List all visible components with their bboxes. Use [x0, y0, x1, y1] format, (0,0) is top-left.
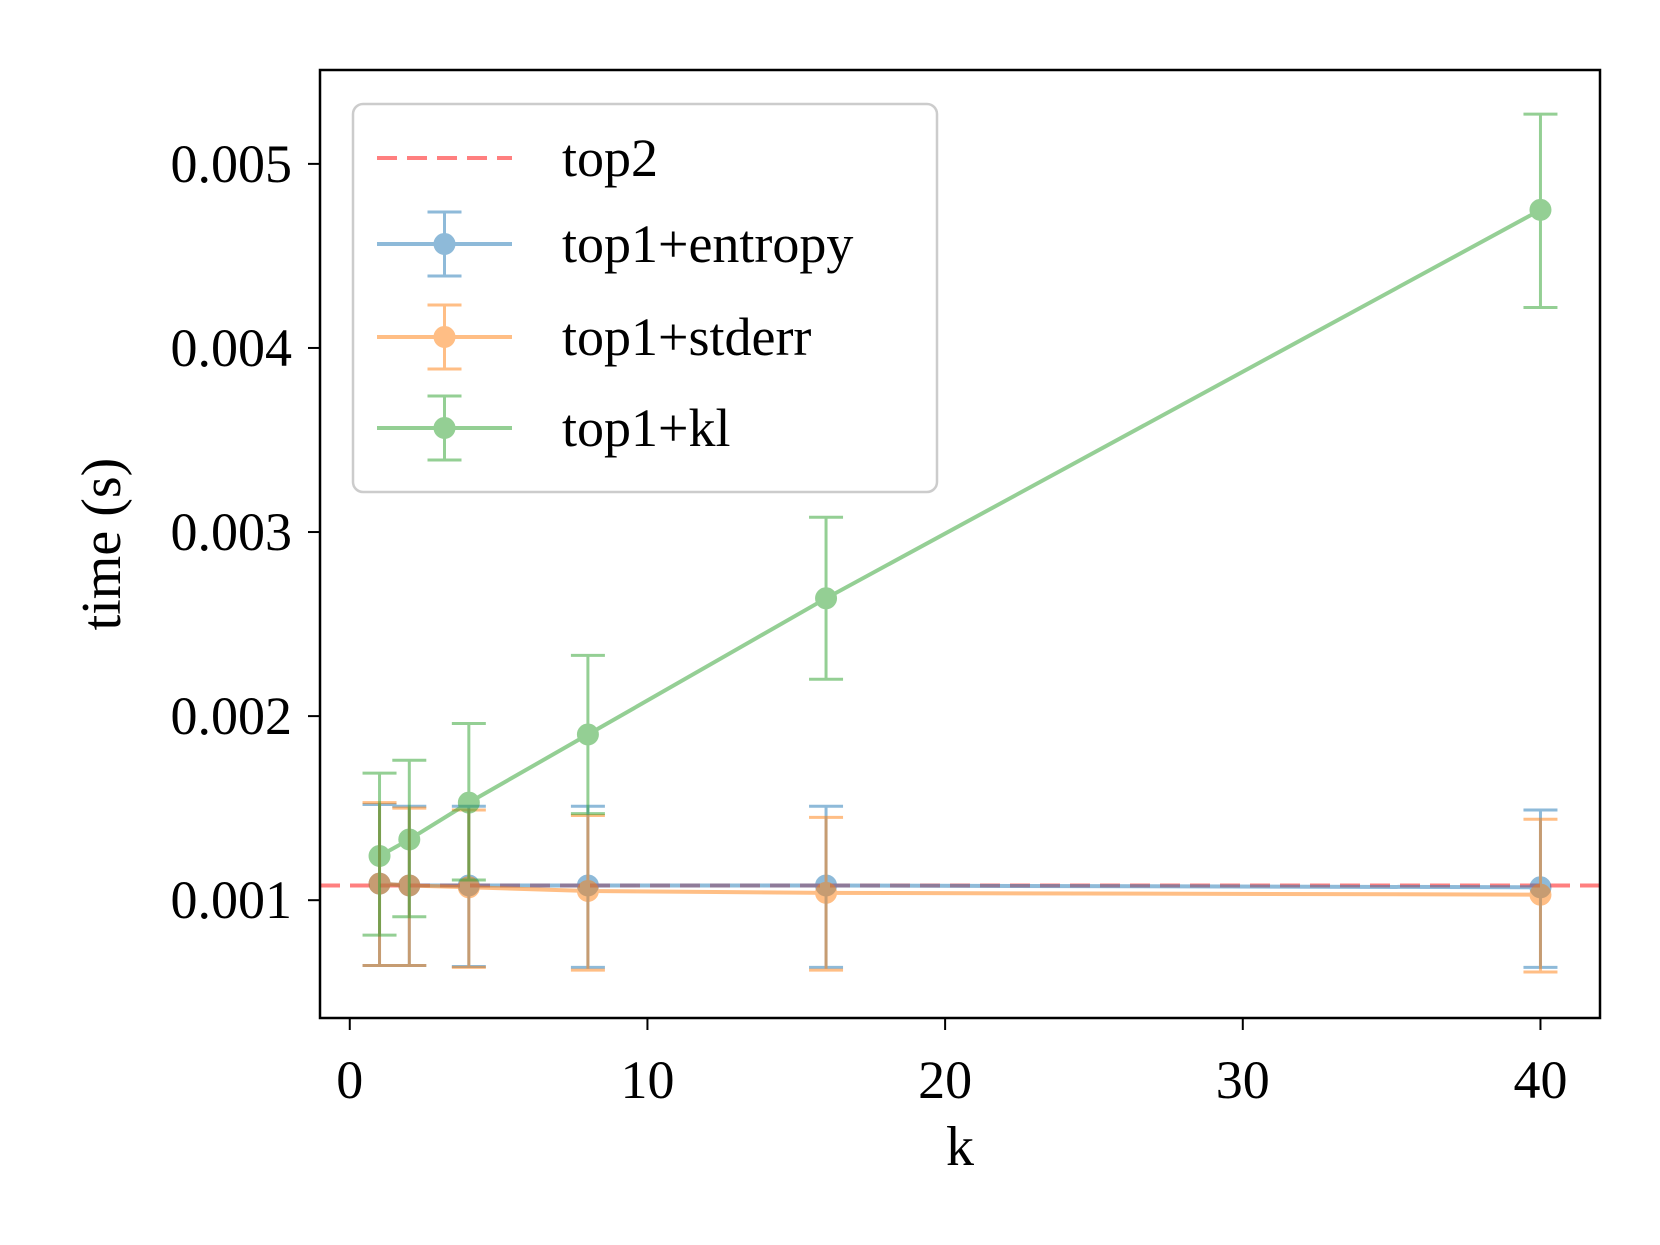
legend-handle-top1-stderr-marker	[433, 326, 456, 348]
x-tick-label: 40	[1513, 1050, 1567, 1110]
plot-frame	[318, 68, 1602, 1020]
series-top1-kl	[362, 112, 1558, 937]
series-top1-kl-point	[457, 791, 480, 814]
legend-label-top1-kl: top1+kl	[562, 398, 730, 458]
series-top1-stderr-point	[576, 879, 599, 902]
y-axis-label: time (s)	[71, 458, 133, 631]
x-axis-label: k	[946, 1116, 974, 1178]
series-top1-kl-point	[368, 845, 391, 868]
legend-handle-top1-kl	[377, 394, 512, 462]
legend-label-top2: top2	[562, 128, 658, 188]
x-tick-label: 0	[336, 1050, 363, 1110]
y-tick-label: 0.004	[171, 318, 293, 378]
y-tick-label: 0.001	[171, 870, 293, 930]
y-tick-label: 0.003	[171, 502, 293, 562]
legend-label-top1-stderr: top1+stderr	[562, 307, 811, 367]
series-top1-kl-point	[398, 828, 421, 851]
x-tick-label: 10	[620, 1050, 674, 1110]
legend-box	[351, 102, 939, 494]
legend-handle-top1-entropy-marker	[433, 233, 456, 255]
x-tick-label: 20	[918, 1050, 972, 1110]
x-tick-label: 30	[1216, 1050, 1270, 1110]
series-top1-stderr-point	[1529, 883, 1552, 906]
legend-handle-top1-kl-marker	[433, 417, 456, 439]
series-top1-kl-point	[1529, 198, 1552, 221]
y-tick-label: 0.005	[171, 134, 293, 194]
y-tick-label: 0.002	[171, 686, 293, 746]
legend-handle-top1-entropy	[377, 210, 512, 278]
legend-handle-top1-stderr	[377, 303, 512, 371]
series-top1-stderr-point	[815, 881, 838, 904]
series-top1-kl-point	[815, 587, 838, 610]
series-top1-kl-point	[576, 723, 599, 746]
legend-label-top1-entropy: top1+entropy	[562, 214, 853, 274]
